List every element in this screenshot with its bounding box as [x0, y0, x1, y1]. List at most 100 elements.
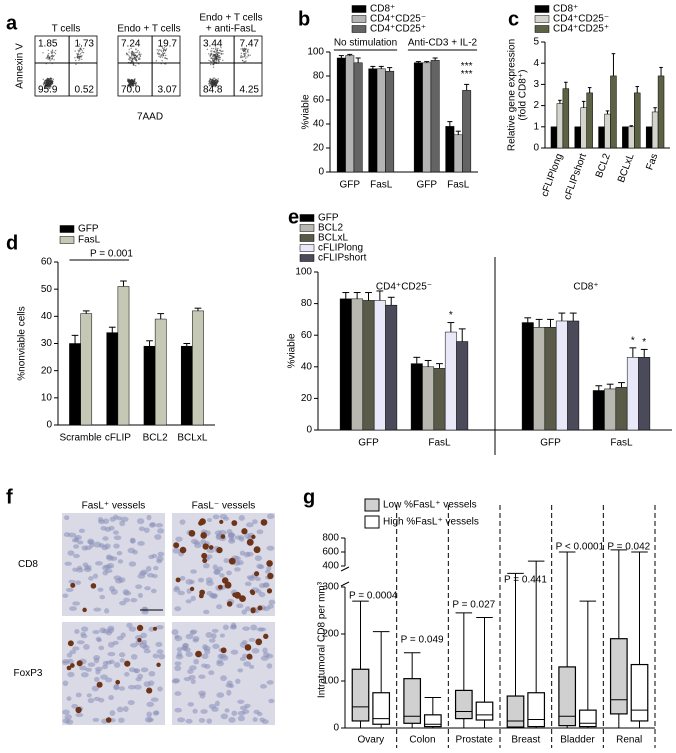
plot-title: + anti-FasL [206, 24, 257, 35]
nucleus [200, 709, 208, 714]
bar [610, 75, 617, 149]
flow-event [219, 52, 221, 54]
flow-event [217, 51, 220, 54]
y-tick-label: 200 [322, 629, 339, 640]
nucleus [198, 690, 207, 696]
flow-event [242, 47, 244, 50]
nucleus [92, 717, 100, 722]
quadrant-value: 0.52 [75, 85, 95, 96]
nucleus [73, 544, 80, 549]
flow-event [76, 55, 78, 58]
stained-cell [175, 577, 181, 583]
nucleus [110, 588, 118, 595]
flow-event [128, 48, 130, 51]
bar [626, 357, 639, 431]
flow-event [206, 48, 209, 51]
flow-event [162, 48, 165, 50]
nucleus [158, 653, 166, 660]
flow-event [211, 59, 214, 62]
panel-letter: a [6, 12, 18, 34]
bar [422, 366, 435, 431]
flow-event [128, 55, 130, 57]
nucleus [189, 630, 196, 636]
nucleus [75, 692, 82, 698]
nucleus [249, 664, 255, 669]
nucleus [109, 710, 116, 716]
y-tick-label: 100 [307, 47, 324, 58]
nucleus [128, 561, 137, 567]
nucleus [174, 606, 182, 612]
y-tick-label: 3 [533, 79, 539, 90]
flow-event [161, 60, 163, 62]
y-axis-label: %viable [301, 94, 312, 129]
flow-event [245, 52, 247, 54]
nucleus [211, 633, 217, 640]
flow-event [218, 60, 220, 63]
nucleus [156, 649, 164, 654]
nucleus [62, 658, 70, 664]
flow-event [132, 53, 134, 55]
box [372, 692, 391, 725]
nucleus [220, 675, 228, 682]
flow-event [245, 60, 247, 62]
nucleus [174, 707, 182, 713]
flow-event [50, 77, 52, 80]
nucleus [113, 535, 122, 541]
nucleus [122, 706, 129, 712]
flow-event [50, 55, 52, 57]
flow-event [42, 52, 44, 54]
flow-event [132, 83, 135, 85]
nucleus [119, 658, 125, 663]
flow-event [78, 49, 81, 51]
nucleus [237, 668, 244, 673]
stained-cell [173, 542, 180, 549]
x-tick-label: FasL [428, 438, 451, 449]
flow-event [212, 77, 215, 79]
nucleus [133, 668, 139, 674]
panel-letter: c [508, 8, 519, 30]
legend-label: CD4⁺CD25⁻ [553, 14, 609, 25]
y-tick-label: 2 [533, 100, 539, 111]
flow-event [136, 55, 139, 57]
x-tick-label: cFLIP [105, 433, 131, 444]
stained-cell [115, 679, 121, 685]
flow-event [138, 58, 140, 60]
x-tick-label: GFP [339, 180, 360, 191]
nucleus [146, 701, 155, 708]
nucleus [236, 603, 244, 609]
nucleus [208, 638, 216, 643]
nucleus [142, 644, 150, 651]
flow-event [212, 82, 214, 85]
flow-event [161, 47, 164, 49]
flow-event [241, 56, 244, 58]
nucleus [107, 625, 115, 632]
flow-event [211, 50, 213, 52]
nucleus [266, 513, 275, 519]
flow-event [127, 84, 129, 86]
flow-event [162, 49, 165, 52]
nucleus [219, 573, 225, 578]
flow-event [127, 80, 130, 83]
nucleus [175, 536, 183, 542]
flow-event [212, 63, 214, 66]
nucleus [146, 514, 152, 521]
bar [444, 331, 457, 431]
flow-event [215, 59, 218, 61]
stained-cell [96, 681, 103, 688]
bar [80, 313, 93, 426]
nucleus [266, 653, 274, 659]
flow-event [50, 79, 52, 82]
nucleus [137, 673, 144, 679]
group-label: No stimulation [334, 38, 397, 49]
nucleus [151, 574, 158, 579]
nucleus [230, 649, 239, 655]
nucleus [69, 649, 77, 655]
nucleus [67, 550, 75, 556]
nucleus [187, 702, 195, 707]
panel-letter: d [6, 232, 18, 254]
bar [143, 345, 156, 426]
bar [351, 298, 364, 431]
nucleus [201, 653, 209, 659]
nucleus [87, 662, 96, 667]
flow-event [240, 56, 242, 58]
